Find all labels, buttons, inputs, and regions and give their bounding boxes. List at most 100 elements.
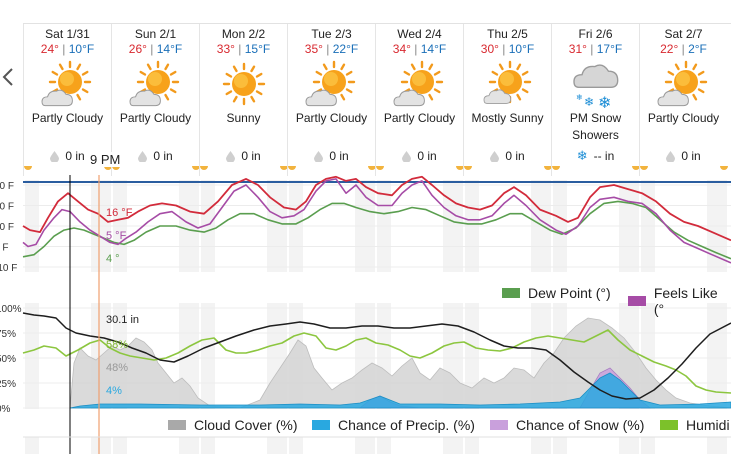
- legend-item[interactable]: Chance of Snow (%): [490, 417, 644, 433]
- day-card[interactable]: Thu 2/5 30° | 10°F Mostly Sunny 0 in: [463, 24, 552, 176]
- dew-point-line: [22, 200, 731, 260]
- night-band: [641, 437, 655, 454]
- legend-item[interactable]: Chance of Precip. (%): [312, 417, 475, 433]
- high-temp: 35°: [304, 42, 323, 56]
- day-card[interactable]: Tue 2/3 35° | 22°F Partly Cloudy 0 in: [287, 24, 376, 176]
- day-temps: 24° | 10°F: [40, 42, 95, 56]
- night-band: [91, 437, 111, 454]
- high-temp: 22°: [660, 42, 679, 56]
- low-temp: 22°F: [332, 42, 359, 56]
- night-band: [179, 437, 199, 454]
- legend-item[interactable]: Humidi: [660, 417, 730, 433]
- precip-row: 0 in: [112, 148, 199, 164]
- day-condition: Sunny: [226, 111, 261, 125]
- day-date: Sun 2/1: [134, 27, 177, 41]
- sunrise-sunset-marks: [288, 166, 376, 170]
- temp-readout: 16 °F: [106, 207, 133, 219]
- legend-label: Cloud Cover (%): [194, 417, 298, 433]
- y-tick-label: 75%: [0, 329, 16, 340]
- legend-swatch: [168, 420, 186, 430]
- sunrise-sunset-marks: [24, 166, 112, 170]
- day-temps: 34° | 14°F: [392, 42, 447, 56]
- feels-readout: 5 °F: [106, 230, 127, 242]
- night-band: [25, 437, 39, 454]
- day-card[interactable]: Sat 2/7 22° | 2°F Partly Cloudy 0 in: [639, 24, 728, 176]
- y-tick-label: 0 F: [0, 243, 8, 254]
- night-band: [267, 437, 287, 454]
- high-temp: 24°: [40, 42, 59, 56]
- legend-swatch: [490, 420, 508, 430]
- day-card[interactable]: Mon 2/2 33° | 15°F Sunny 0 in: [199, 24, 288, 176]
- day-temps: 31° | 17°F: [568, 42, 623, 56]
- legend-label: Chance of Snow (%): [516, 417, 645, 433]
- raindrop-icon: [226, 150, 236, 162]
- precip-amount: 0 in: [241, 149, 261, 163]
- sunrise-sunset-marks: [640, 166, 728, 170]
- y-tick-label: 25%: [0, 379, 16, 390]
- raindrop-icon: [666, 150, 676, 162]
- pressure-readout: 30.1 in: [106, 314, 139, 326]
- humidity-readout: 58%: [106, 339, 128, 351]
- chance-of-precip-area: [69, 372, 731, 409]
- precip-amount: 0 in: [505, 149, 525, 163]
- high-temp: 31°: [568, 42, 587, 56]
- low-temp: 15°F: [244, 42, 271, 56]
- precip-amount: -- in: [593, 149, 615, 163]
- legend-item[interactable]: Feels Like (°: [628, 285, 731, 317]
- precip-amount: 0 in: [153, 149, 173, 163]
- night-band: [377, 437, 391, 454]
- mostly-sunny-icon: [483, 60, 531, 104]
- y-tick-label: -10 F: [0, 263, 17, 274]
- raindrop-icon: [138, 150, 148, 162]
- day-temps: 30° | 10°F: [480, 42, 535, 56]
- low-temp: 17°F: [596, 42, 623, 56]
- y-tick-label: 20 F: [0, 202, 14, 213]
- low-temp: 10°F: [68, 42, 95, 56]
- day-temps: 35° | 22°F: [304, 42, 359, 56]
- precip-row: 0 in: [464, 148, 551, 164]
- cloud-readout: 48%: [106, 362, 128, 374]
- high-temp: 30°: [480, 42, 499, 56]
- day-condition: Partly Cloudy: [295, 111, 368, 125]
- y-tick-label: 50%: [0, 354, 16, 365]
- y-tick-label: 10 F: [0, 222, 14, 233]
- daily-forecast-strip: Sat 1/31 24° | 10°F Partly Cloudy 0 in S…: [23, 23, 731, 176]
- high-temp: 26°: [128, 42, 147, 56]
- previous-days-arrow[interactable]: [0, 62, 16, 92]
- day-card[interactable]: Sat 1/31 24° | 10°F Partly Cloudy 0 in: [23, 24, 112, 176]
- day-card[interactable]: Sun 2/1 26° | 14°F Partly Cloudy 0 in: [111, 24, 200, 176]
- precip-row: 0 in: [288, 148, 375, 164]
- partly-cloudy-icon: [657, 60, 707, 107]
- low-temp: 14°F: [156, 42, 183, 56]
- snow-showers-icon: ❄ ❄❄: [572, 64, 618, 110]
- hourly-charts: 30 F 20 F 10 F 0 F -10 F 16 °F 5 °F 4 ° 100% 75% 5…: [0, 155, 731, 454]
- cloud-cover-area: [69, 317, 731, 409]
- sunrise-sunset-marks: [552, 166, 640, 170]
- night-band: [443, 437, 463, 454]
- day-card[interactable]: Wed 2/4 34° | 14°F Partly Cloudy 0 in: [375, 24, 464, 176]
- precip-row: 0 in: [640, 148, 727, 164]
- precip-row: 0 in: [200, 148, 287, 164]
- precip-row: 0 in: [24, 148, 111, 164]
- high-temp: 34°: [392, 42, 411, 56]
- precip-readout: 4%: [106, 385, 122, 397]
- day-card[interactable]: Fri 2/6 31° | 17°F ❄ ❄ ❄ PM Snow Showers ❄…: [551, 24, 640, 176]
- precip-row: ❄ -- in: [552, 148, 639, 164]
- night-band: [289, 437, 303, 454]
- partly-cloudy-icon: [41, 60, 91, 107]
- day-date: Thu 2/5: [487, 27, 528, 41]
- precip-row: 0 in: [376, 148, 463, 164]
- night-band: [465, 437, 479, 454]
- low-temp: 10°F: [508, 42, 535, 56]
- sunny-icon: [222, 62, 265, 106]
- sunrise-sunset-marks: [464, 166, 552, 170]
- legend-label: Humidi: [686, 417, 730, 433]
- day-condition: Partly Cloudy: [383, 111, 456, 125]
- night-band: [113, 437, 127, 454]
- precip-amount: 0 in: [329, 149, 349, 163]
- legend-item[interactable]: Dew Point (°): [502, 285, 611, 301]
- legend-label: Feels Like (°: [653, 285, 718, 317]
- legend-swatch: [312, 420, 330, 430]
- sunrise-sunset-marks: [112, 166, 200, 170]
- legend-item[interactable]: Cloud Cover (%): [168, 417, 297, 433]
